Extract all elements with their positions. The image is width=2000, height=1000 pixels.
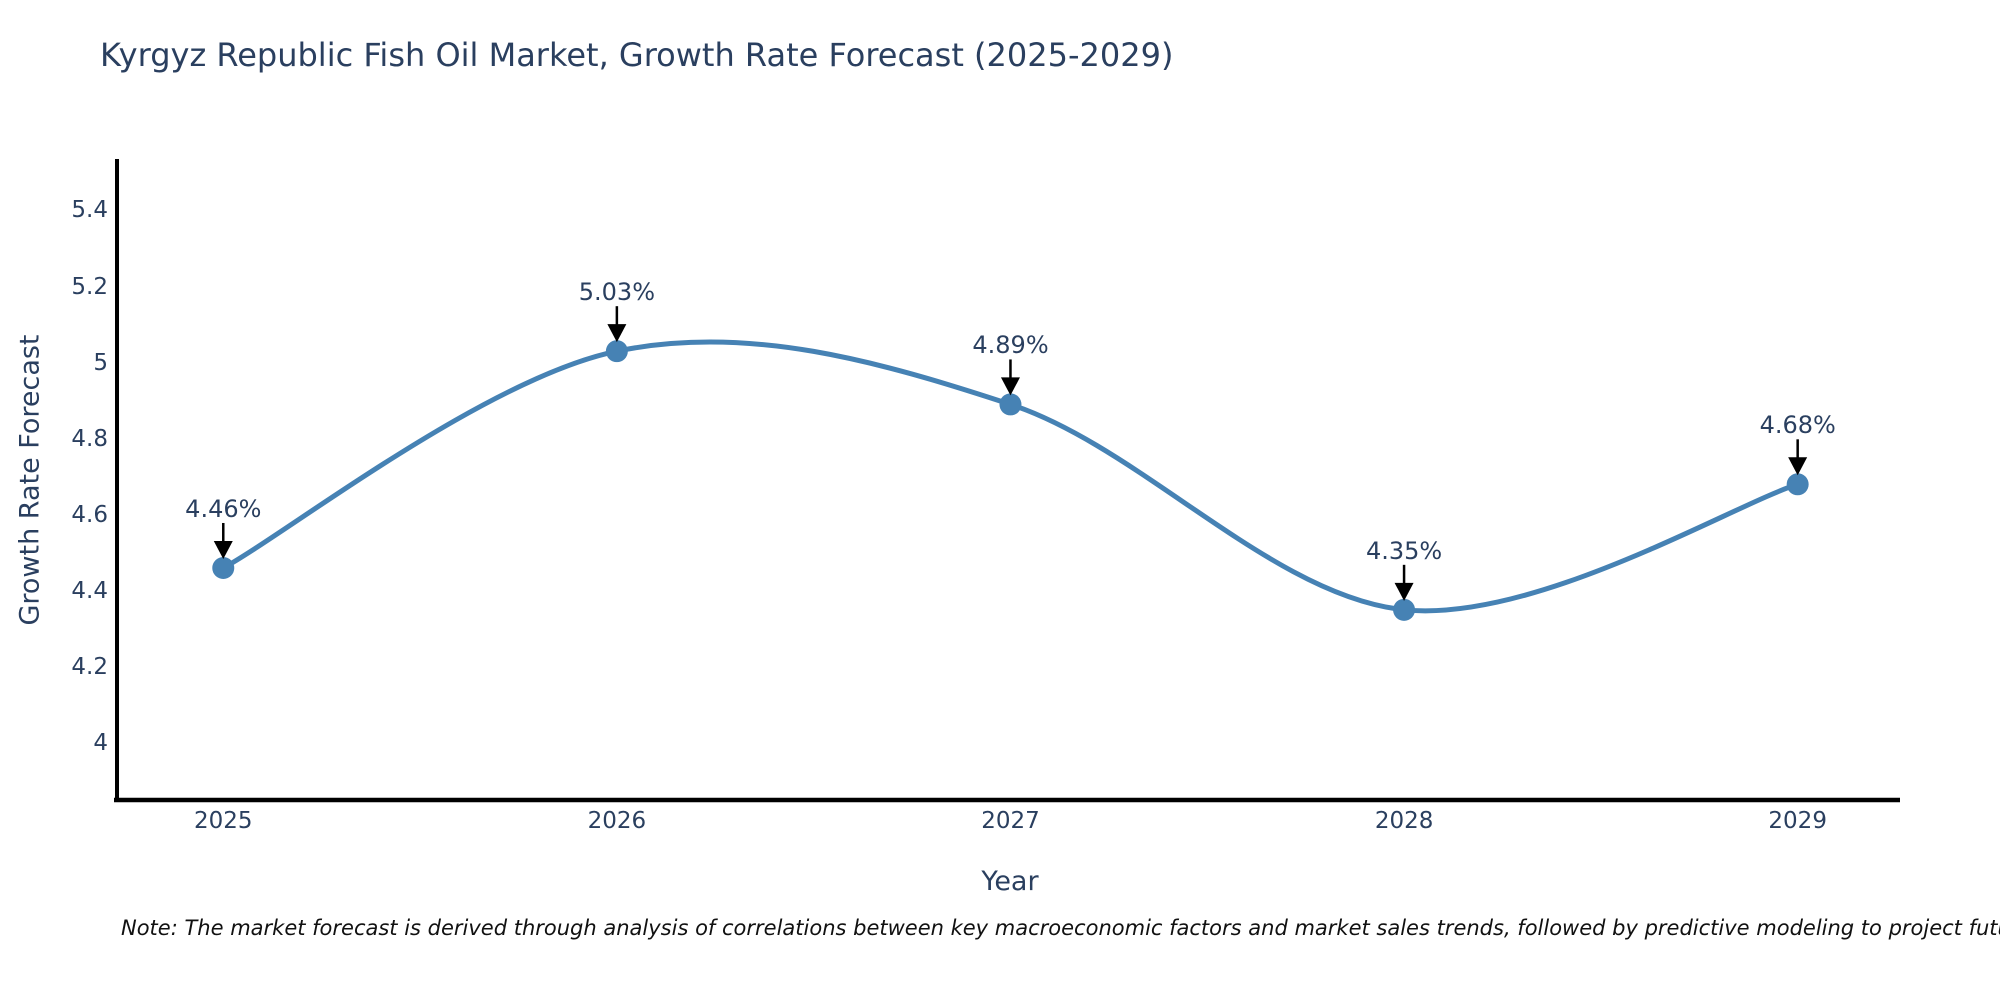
chart-title: Kyrgyz Republic Fish Oil Market, Growth …: [100, 36, 1174, 74]
data-point-label: 5.03%: [578, 278, 656, 307]
x-tick-label: 2028: [1374, 808, 1434, 834]
data-point-2025[interactable]: [212, 556, 235, 579]
annotation-arrow-head: [1394, 582, 1414, 601]
data-point-label: 4.35%: [1365, 536, 1443, 565]
data-point-2026[interactable]: [605, 340, 628, 363]
x-tick-label: 2029: [1768, 808, 1827, 834]
y-tick-label: 5.2: [71, 273, 108, 300]
data-point-2027[interactable]: [999, 393, 1022, 416]
y-tick-label: 4.6: [71, 501, 108, 528]
y-tick-label: 5: [93, 349, 108, 376]
data-point-2028[interactable]: [1393, 598, 1416, 621]
x-tick-label: 2027: [981, 808, 1040, 834]
x-tick-label: 2025: [194, 808, 253, 834]
y-tick-label: 5.4: [71, 197, 108, 224]
footnote: Note: The market forecast is derived thr…: [121, 916, 2000, 940]
y-axis-title: Growth Rate Forecast: [14, 334, 46, 626]
x-tick-label: 2026: [587, 808, 647, 834]
data-point-2029[interactable]: [1786, 473, 1809, 496]
y-tick-label: 4: [93, 729, 108, 756]
data-point-label: 4.89%: [972, 331, 1049, 360]
y-tick-label: 4.8: [71, 425, 108, 452]
x-axis-title: Year: [981, 866, 1039, 897]
annotation-arrow-head: [1000, 377, 1020, 396]
annotation-arrow-head: [607, 324, 627, 343]
y-tick-label: 4.2: [71, 653, 108, 680]
data-point-label: 4.46%: [185, 495, 262, 523]
y-tick-label: 4.4: [71, 577, 108, 604]
annotation-arrow-head: [213, 540, 233, 559]
annotation-arrow-head: [1788, 457, 1808, 476]
data-point-label: 4.68%: [1759, 411, 1836, 440]
